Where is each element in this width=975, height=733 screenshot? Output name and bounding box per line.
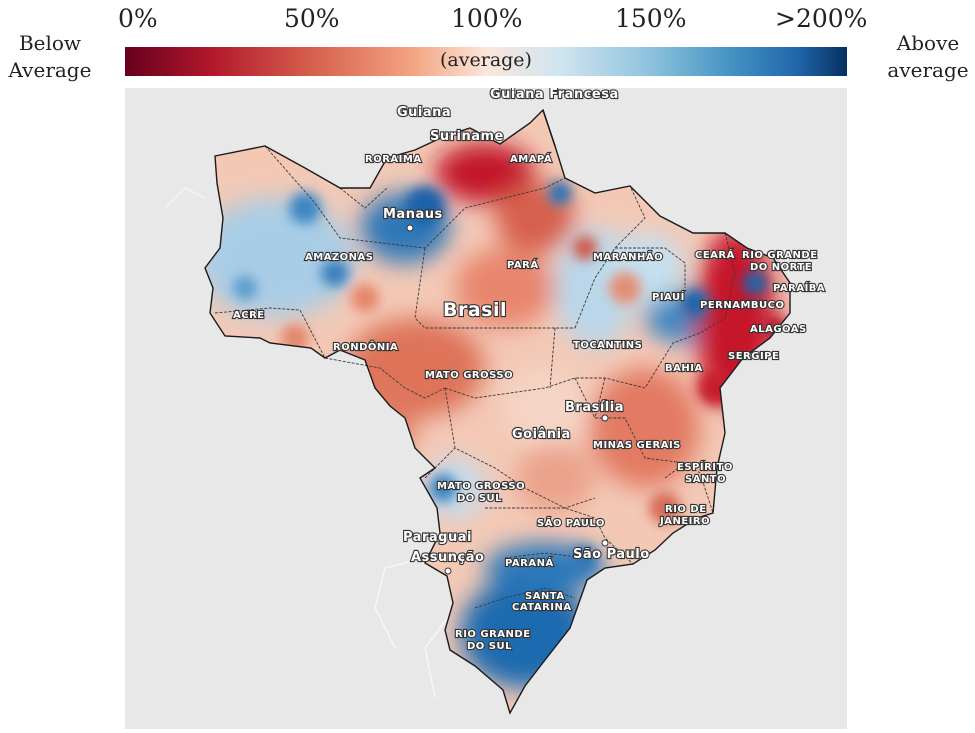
rgn-label-1: RIO GRANDE	[742, 250, 818, 261]
acre-label: ACRE	[233, 310, 265, 321]
amapa-label: AMAPÁ	[510, 152, 552, 165]
tick-50: 50%	[284, 4, 340, 33]
map-labels: Guiana Guiana Francesa Suriname Paraguai…	[232, 86, 826, 653]
below-label-line2: Average	[8, 58, 92, 82]
suriname-label: Suriname	[430, 129, 504, 144]
goiania-dot	[561, 429, 569, 437]
rs-label-1: RIO GRANDE	[455, 629, 531, 640]
piaui-label: PIAUÍ	[652, 290, 685, 303]
above-average-label: Above average	[882, 30, 974, 84]
fg-border	[542, 109, 556, 147]
roraima-label: RORAIMA	[365, 154, 422, 165]
sc-label-2: CATARINA	[512, 602, 572, 613]
es-label-1: ESPÍRITO	[677, 460, 733, 473]
sergipe-label: SERGIPE	[728, 351, 779, 362]
bahia-label: BAHIA	[665, 363, 703, 374]
es-label-2: SANTO	[685, 474, 726, 485]
assuncao-label: Assunção	[411, 550, 484, 565]
parana-label: PARANÁ	[505, 556, 554, 569]
ms-label-2: DO SUL	[457, 493, 502, 504]
maranhao-label: MARANHÃO	[593, 250, 663, 263]
neighbor-borders	[164, 187, 456, 699]
ms-label-1: MATO GROSSO	[437, 481, 525, 492]
rs-label-2: DO SUL	[467, 641, 512, 652]
para-label: PARÁ	[507, 258, 539, 271]
manaus-label: Manaus	[383, 207, 443, 222]
brasilia-dot	[601, 414, 609, 422]
paraiba-label: PARAÍBA	[773, 281, 825, 294]
rgn-label-2: DO NORTE	[750, 262, 812, 273]
ceara-label: CEARÁ	[695, 248, 735, 261]
below-label-line1: Below	[18, 31, 82, 55]
above-label-line1: Above	[896, 31, 960, 55]
amazonas-label: AMAZONAS	[305, 252, 374, 263]
tick-0: 0%	[118, 4, 158, 33]
below-average-label: Below Average	[8, 30, 92, 84]
average-label: (average)	[440, 49, 532, 71]
goiania-label: Goiânia	[512, 427, 571, 442]
above-label-line2: average	[887, 58, 969, 82]
sao-paulo-state-label: SÃO PAULO	[537, 516, 605, 529]
manaus-dot	[406, 224, 414, 232]
brasil-label: Brasil	[443, 299, 507, 321]
color-scale-bar: (average)	[125, 47, 847, 76]
tick-150: 150%	[615, 4, 687, 33]
rondonia-label: RONDÔNIA	[333, 340, 398, 353]
sao-paulo-label: São Paulo	[573, 547, 650, 562]
rj-label-1: RIO DE	[665, 504, 707, 515]
precipitation-map: Guiana Guiana Francesa Suriname Paraguai…	[125, 86, 847, 729]
city-markers	[406, 224, 609, 575]
sao-paulo-dot	[601, 539, 609, 547]
tick-200: >200%	[775, 4, 868, 33]
tick-100: 100%	[451, 4, 523, 33]
brasilia-label: Brasília	[565, 400, 624, 415]
tocantins-label: TOCANTINS	[573, 340, 642, 351]
map-svg: Guiana Guiana Francesa Suriname Paraguai…	[164, 86, 826, 714]
alagoas-label: ALAGOAS	[750, 324, 807, 335]
state-borders	[214, 145, 736, 609]
guiana-francesa-label: Guiana Francesa	[490, 88, 619, 102]
mato-grosso-label: MATO GROSSO	[425, 370, 513, 381]
sc-label-1: SANTA	[525, 591, 565, 602]
minas-gerais-label: MINAS GERAIS	[593, 440, 681, 451]
assuncao-dot	[444, 567, 452, 575]
paraguai-label: Paraguai	[403, 530, 472, 545]
pernambuco-label: PERNAMBUCO	[700, 300, 785, 311]
guiana-label: Guiana	[397, 105, 451, 120]
rj-label-2: JANEIRO	[659, 516, 710, 527]
